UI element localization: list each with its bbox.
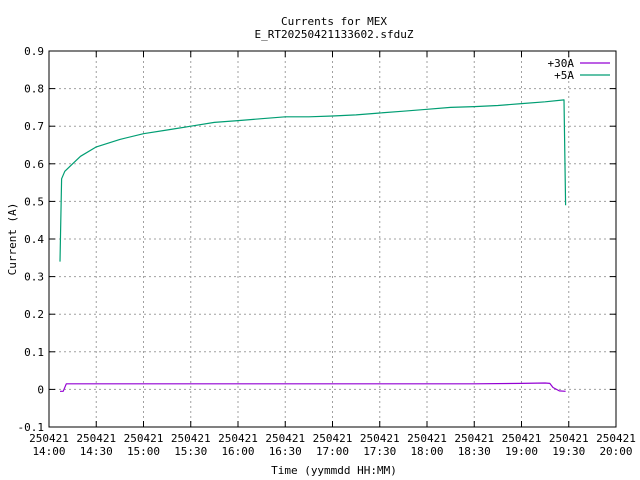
x-tick-label-date: 250421	[218, 432, 258, 445]
x-tick-label-date: 250421	[313, 432, 353, 445]
y-axis-ticks: -0.1 0 0.1 0.2 0.3 0.4 0.5 0.6 0.7 0.8 0.9	[18, 45, 616, 434]
x-tick-label-date: 250421	[596, 432, 636, 445]
x-tick-label-time: 16:00	[221, 445, 254, 458]
y-axis-label: Current (A)	[6, 203, 19, 276]
y-tick-label: 0.3	[24, 271, 44, 284]
x-tick-label-date: 250421	[549, 432, 589, 445]
x-tick-label-time: 16:30	[269, 445, 302, 458]
y-tick-label: 0.1	[24, 346, 44, 359]
series-lines	[59, 99, 567, 392]
series-line-plus5a	[59, 99, 567, 262]
x-tick-label-date: 250421	[124, 432, 164, 445]
x-tick-label-date: 250421	[502, 432, 542, 445]
legend-label: +30A	[548, 57, 575, 70]
x-tick-label-date: 250421	[76, 432, 116, 445]
x-tick-label-time: 19:30	[552, 445, 585, 458]
x-tick-label-time: 20:00	[599, 445, 632, 458]
plot-frame	[48, 50, 617, 428]
y-tick-label: 0.7	[24, 120, 44, 133]
x-tick-label-date: 250421	[360, 432, 400, 445]
chart-subtitle: E_RT20250421133602.sfduZ	[255, 28, 414, 41]
y-tick-label: -0.1	[18, 421, 45, 434]
x-tick-label-time: 19:00	[505, 445, 538, 458]
series-line-plus30a	[60, 382, 566, 392]
grid	[49, 51, 616, 427]
legend: +30A+5A	[548, 57, 610, 82]
x-axis-ticks: 25042114:0025042114:3025042115:002504211…	[29, 51, 636, 458]
x-tick-label-time: 18:30	[458, 445, 491, 458]
x-tick-label-date: 250421	[407, 432, 447, 445]
y-tick-label: 0.9	[24, 45, 44, 58]
y-tick-label: 0.4	[24, 233, 44, 246]
x-tick-label-date: 250421	[265, 432, 305, 445]
x-tick-label-time: 18:00	[410, 445, 443, 458]
x-tick-label-time: 14:00	[32, 445, 65, 458]
y-tick-label: 0.5	[24, 195, 44, 208]
x-tick-label-date: 250421	[454, 432, 494, 445]
y-tick-label: 0	[37, 383, 44, 396]
chart-title: Currents for MEX	[281, 15, 387, 28]
y-tick-label: 0.6	[24, 158, 44, 171]
x-tick-label-date: 250421	[171, 432, 211, 445]
y-tick-label: 0.8	[24, 83, 44, 96]
legend-label: +5A	[554, 69, 574, 82]
x-tick-label-time: 15:00	[127, 445, 160, 458]
x-tick-label-date: 250421	[29, 432, 69, 445]
x-tick-label-time: 15:30	[174, 445, 207, 458]
x-tick-label-time: 14:30	[80, 445, 113, 458]
x-tick-label-time: 17:00	[316, 445, 349, 458]
y-tick-label: 0.2	[24, 308, 44, 321]
x-axis-label: Time (yymmdd HH:MM)	[271, 464, 397, 477]
x-tick-label-time: 17:30	[363, 445, 396, 458]
